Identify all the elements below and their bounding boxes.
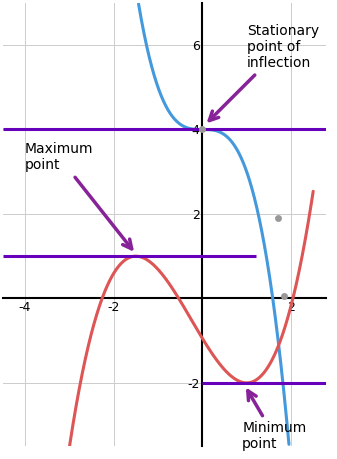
Text: Minimum
point: Minimum point <box>242 391 306 451</box>
Text: Maximum
point: Maximum point <box>25 142 132 249</box>
Text: Stationary
point of
inflection: Stationary point of inflection <box>209 24 319 121</box>
